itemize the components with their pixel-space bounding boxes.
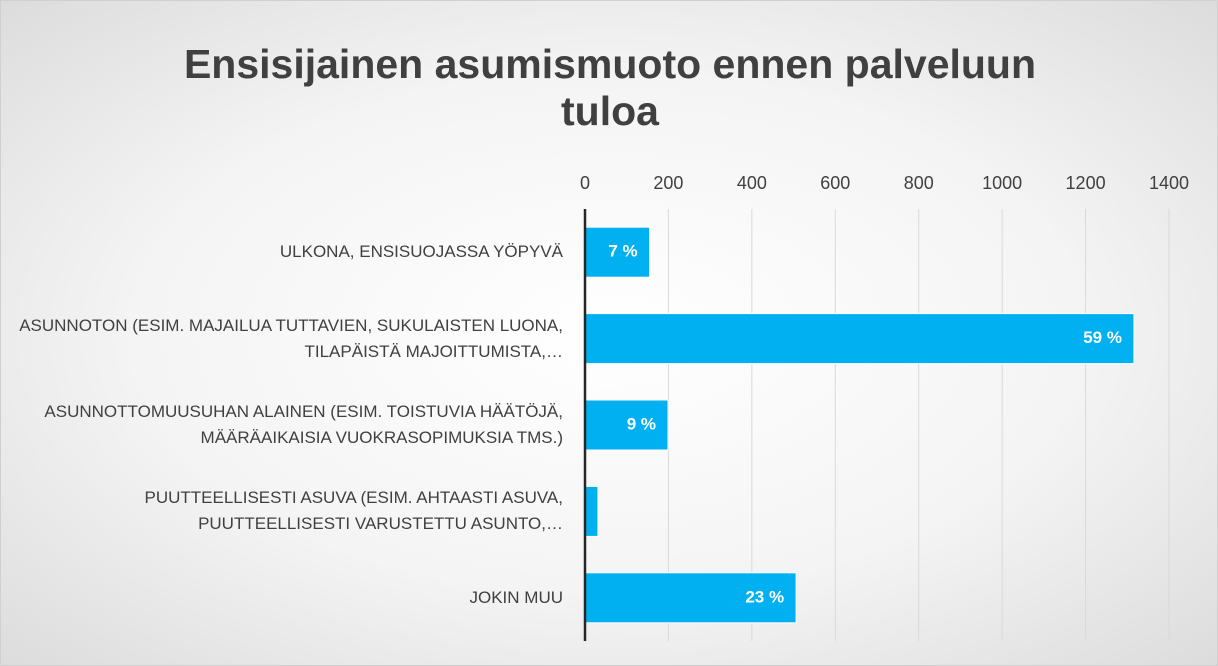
x-tick-label: 200	[653, 173, 683, 193]
y-tick-label: JOKIN MUU	[469, 587, 564, 607]
x-tick-label: 1400	[1149, 173, 1189, 193]
data-label: 9 %	[627, 414, 656, 433]
y-tick-label: ULKONA, ENSISUOJASSA YÖPYVÄ	[279, 242, 563, 262]
x-tick-label: 1000	[982, 173, 1022, 193]
data-label: 59 %	[1083, 328, 1122, 347]
chart-title: Ensisijainen asumismuoto ennen palveluun…	[183, 41, 1037, 134]
bar	[584, 399, 669, 451]
bar	[584, 572, 797, 624]
bar	[584, 485, 599, 537]
y-tick-label: ASUNNOTON (ESIM. MAJAILUA TUTTAVIEN, SUK…	[19, 315, 563, 361]
x-tick-label: 1200	[1066, 173, 1106, 193]
x-tick-label: 400	[737, 173, 767, 193]
x-tick-label: 0	[580, 173, 590, 193]
x-tick-label: 800	[904, 173, 934, 193]
bar	[584, 226, 651, 278]
bar	[584, 313, 1135, 365]
data-label: 7 %	[608, 242, 637, 261]
y-tick-label: PUUTTEELLISESTI ASUVA (ESIM. AHTAASTI AS…	[144, 488, 563, 534]
y-tick-label: ASUNNOTTOMUUSUHAN ALAINEN (ESIM. TOISTUV…	[44, 402, 563, 447]
data-label: 23 %	[745, 587, 784, 606]
x-tick-label: 600	[820, 173, 850, 193]
